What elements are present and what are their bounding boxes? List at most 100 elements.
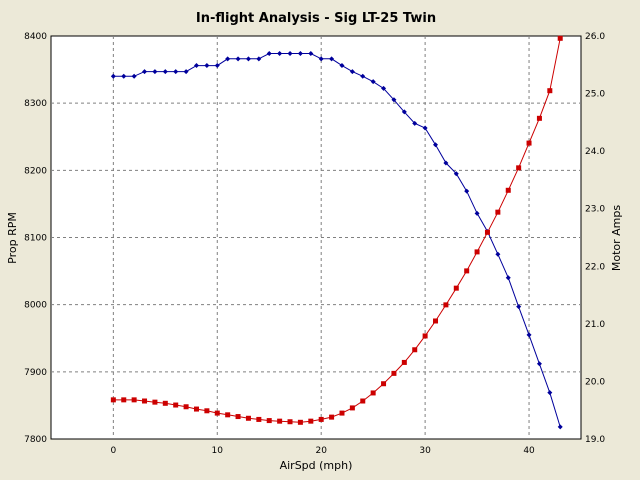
data-point xyxy=(266,418,272,424)
data-point xyxy=(308,418,314,424)
data-point xyxy=(422,333,428,339)
data-point xyxy=(183,69,189,75)
x-tick-label: 0 xyxy=(110,446,116,456)
y-left-tick-label: 8400 xyxy=(24,32,47,42)
data-point xyxy=(121,73,127,79)
data-point xyxy=(162,69,168,75)
grid xyxy=(51,36,581,439)
y-axis-right-label: Motor Amps xyxy=(610,205,623,272)
data-point xyxy=(557,35,563,41)
y-left-tick-label: 8100 xyxy=(24,234,47,244)
y-left-tick-label: 7800 xyxy=(24,435,47,445)
data-point xyxy=(297,419,303,425)
y-right-tick-label: 20.0 xyxy=(585,377,605,387)
data-point xyxy=(225,412,231,418)
data-point xyxy=(453,171,459,177)
data-point xyxy=(162,400,168,406)
data-point xyxy=(526,332,532,338)
data-point xyxy=(443,302,449,308)
data-point xyxy=(204,408,210,414)
data-point xyxy=(183,404,189,410)
data-point xyxy=(370,390,376,396)
data-point xyxy=(464,188,470,194)
data-point xyxy=(433,318,439,324)
data-point xyxy=(173,402,179,408)
data-point xyxy=(277,50,283,56)
data-point xyxy=(536,115,542,121)
data-point xyxy=(412,120,418,126)
x-tick-label: 20 xyxy=(315,446,327,456)
data-point xyxy=(484,229,490,235)
y-axis-left-label: Prop RPM xyxy=(6,212,19,264)
data-point xyxy=(245,56,251,62)
data-point xyxy=(297,50,303,56)
data-point xyxy=(516,165,522,171)
data-point xyxy=(193,406,199,412)
data-point xyxy=(453,285,459,291)
y-right-tick-label: 22.0 xyxy=(585,262,605,272)
chart-title: In-flight Analysis - Sig LT-25 Twin xyxy=(196,11,436,26)
data-point xyxy=(526,140,532,146)
data-point xyxy=(443,160,449,166)
data-point xyxy=(131,397,137,403)
data-point xyxy=(516,304,522,310)
data-point xyxy=(412,347,418,353)
data-point xyxy=(110,73,116,79)
data-point xyxy=(214,63,220,69)
data-point xyxy=(360,73,366,79)
y-right-tick-label: 19.0 xyxy=(585,435,605,445)
data-point xyxy=(245,415,251,421)
data-point xyxy=(505,187,511,193)
data-point xyxy=(256,416,262,422)
data-point xyxy=(329,56,335,62)
data-point xyxy=(391,370,397,376)
x-tick-label: 10 xyxy=(212,446,224,456)
x-tick-label: 40 xyxy=(523,446,535,456)
data-point xyxy=(495,251,501,257)
data-point xyxy=(401,109,407,115)
series-prop-rpm xyxy=(110,50,563,430)
data-point xyxy=(536,361,542,367)
data-point xyxy=(152,399,158,405)
data-point xyxy=(214,410,220,416)
data-point xyxy=(349,405,355,411)
data-point xyxy=(110,397,116,403)
x-tick-label: 30 xyxy=(419,446,431,456)
data-point xyxy=(131,73,137,79)
data-point xyxy=(474,249,480,255)
y-right-tick-label: 26.0 xyxy=(585,32,605,42)
y-left-tick-label: 8000 xyxy=(24,301,47,311)
data-point xyxy=(287,50,293,56)
data-point xyxy=(287,419,293,425)
series-layer xyxy=(110,35,563,430)
data-point xyxy=(277,418,283,424)
data-point xyxy=(505,275,511,281)
data-point xyxy=(349,69,355,75)
data-point xyxy=(204,63,210,69)
data-point xyxy=(360,398,366,404)
data-point xyxy=(422,125,428,131)
data-point xyxy=(121,397,127,403)
data-point xyxy=(547,88,553,94)
x-axis-label: AirSpd (mph) xyxy=(280,459,353,472)
data-point xyxy=(464,268,470,274)
y-right-tick-label: 24.0 xyxy=(585,147,605,157)
data-point xyxy=(152,69,158,75)
y-left-tick-label: 7900 xyxy=(24,368,47,378)
data-point xyxy=(235,414,241,420)
data-point xyxy=(339,410,345,416)
data-point xyxy=(173,69,179,75)
data-point xyxy=(339,63,345,69)
series-motor-amps xyxy=(110,35,563,425)
data-point xyxy=(235,56,241,62)
data-point xyxy=(308,50,314,56)
data-point xyxy=(381,85,387,91)
data-point xyxy=(557,424,563,430)
data-point xyxy=(266,50,272,56)
y-left-tick-label: 8200 xyxy=(24,166,47,176)
data-point xyxy=(381,381,387,387)
data-point xyxy=(401,359,407,365)
data-point xyxy=(256,56,262,62)
y-left-tick-label: 8300 xyxy=(24,99,47,109)
